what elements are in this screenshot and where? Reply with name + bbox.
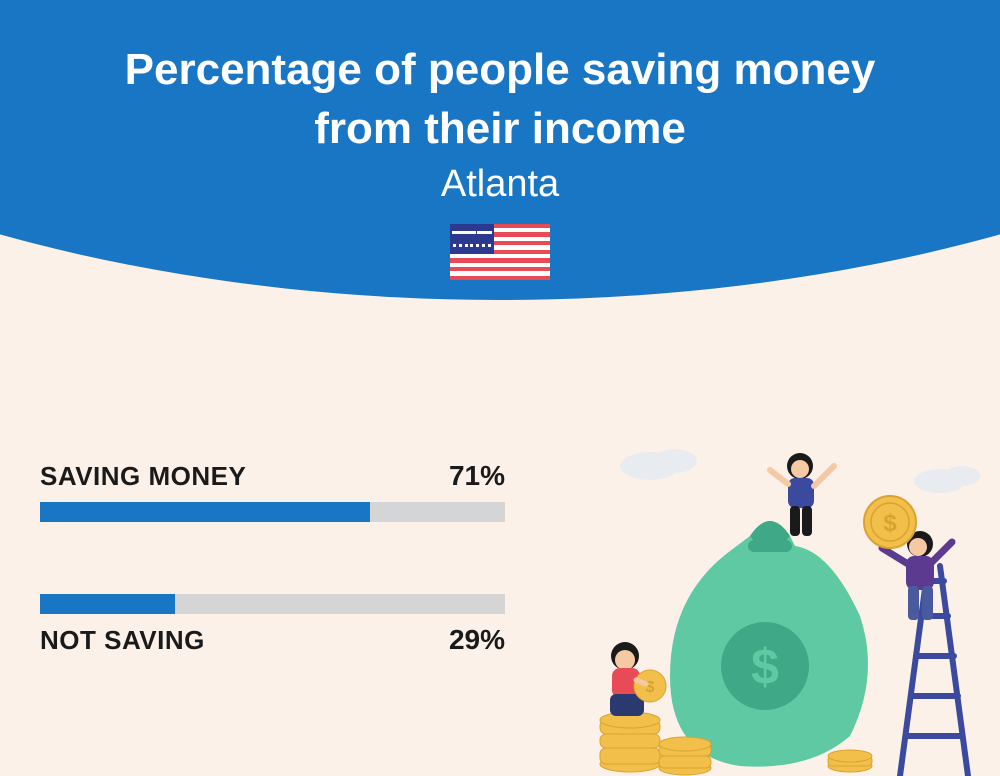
bars-section: SAVING MONEY 71% NOT SAVING 29% xyxy=(40,460,505,728)
bar-track xyxy=(40,594,505,614)
bar-value: 29% xyxy=(449,624,505,656)
title-line2: from their income xyxy=(0,99,1000,158)
us-flag-icon xyxy=(450,224,550,280)
svg-text:$: $ xyxy=(883,510,897,537)
bar-label: NOT SAVING xyxy=(40,625,205,656)
bar-fill xyxy=(40,502,370,522)
bar-track xyxy=(40,502,505,522)
subtitle: Atlanta xyxy=(0,163,1000,206)
svg-text:$: $ xyxy=(646,679,655,696)
header: Percentage of people saving money from t… xyxy=(0,40,1000,280)
savings-illustration: $ $ xyxy=(570,436,1000,776)
svg-text:$: $ xyxy=(751,639,779,695)
bar-fill xyxy=(40,594,175,614)
bar-not-saving: NOT SAVING 29% xyxy=(40,594,505,656)
bar-label: SAVING MONEY xyxy=(40,461,246,492)
bar-value: 71% xyxy=(449,460,505,492)
bar-saving-money: SAVING MONEY 71% xyxy=(40,460,505,522)
title-line1: Percentage of people saving money xyxy=(0,40,1000,99)
